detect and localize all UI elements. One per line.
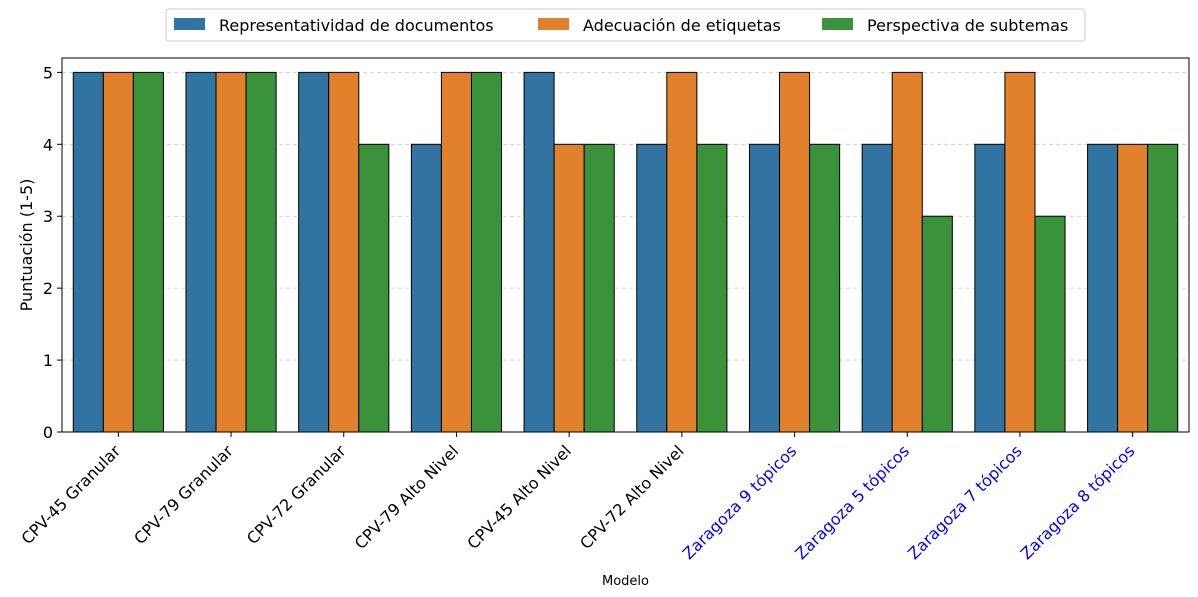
bar — [410, 143, 442, 433]
bar — [636, 143, 668, 433]
bar — [1034, 215, 1066, 433]
x-axis-label: Modelo — [602, 574, 649, 589]
x-tick-label: Zaragoza 9 tópicos — [679, 441, 801, 563]
x-tick-label: Zaragoza 5 tópicos — [791, 441, 913, 563]
x-tick-label: CPV-79 Alto Nivel — [351, 441, 463, 553]
bars — [72, 71, 1179, 433]
x-tick-label: CPV-45 Granular — [17, 441, 124, 548]
y-axis: 0 1 2 3 4 5 — [43, 63, 62, 442]
bar — [696, 143, 728, 433]
x-tick-label: CPV-72 Granular — [243, 441, 350, 548]
legend: Representatividad de documentos Adecuació… — [165, 8, 1086, 42]
bar — [328, 71, 360, 433]
y-tick-label: 4 — [43, 135, 53, 154]
y-tick-label: 0 — [43, 423, 53, 442]
bar — [215, 71, 247, 433]
x-axis: CPV-45 Granular CPV-79 Granular CPV-72 Gra… — [17, 432, 1138, 563]
bar — [921, 215, 953, 433]
bar — [185, 71, 217, 433]
bar — [132, 71, 164, 433]
bar — [553, 143, 585, 433]
y-tick-label: 1 — [43, 351, 53, 370]
bar — [974, 143, 1006, 433]
legend-label: Perspectiva de subtemas — [867, 16, 1068, 35]
y-tick-label: 2 — [43, 279, 53, 298]
bar — [666, 71, 698, 433]
bar — [1087, 143, 1119, 433]
bar — [1117, 143, 1149, 433]
bar — [298, 71, 330, 433]
bar — [861, 143, 893, 433]
x-tick-label: CPV-79 Granular — [130, 441, 237, 548]
x-tick-label: CPV-45 Alto Nivel — [463, 441, 575, 553]
legend-box — [165, 8, 1086, 42]
legend-label: Representatividad de documentos — [219, 16, 494, 35]
legend-swatch — [822, 18, 853, 30]
bar — [779, 71, 811, 433]
legend-label: Adecuación de etiquetas — [583, 16, 781, 35]
bar — [583, 143, 615, 433]
y-axis-label: Puntuación (1-5) — [17, 179, 36, 312]
bar — [1147, 143, 1179, 433]
x-tick-label: Zaragoza 7 tópicos — [904, 441, 1026, 563]
bar — [1004, 71, 1036, 433]
bar — [440, 71, 472, 433]
bar — [72, 71, 104, 433]
bar — [748, 143, 781, 433]
plot-frame — [61, 57, 1190, 433]
bar — [102, 71, 134, 433]
legend-swatch — [174, 18, 205, 30]
bar — [523, 71, 555, 433]
x-tick-label: Zaragoza 8 tópicos — [1017, 441, 1139, 563]
bar — [809, 143, 841, 433]
x-tick-label: CPV-72 Alto Nivel — [576, 441, 688, 553]
y-tick-label: 3 — [43, 207, 53, 226]
legend-swatch — [538, 18, 569, 30]
y-tick-label: 5 — [43, 63, 53, 82]
bar — [470, 71, 503, 433]
bar — [891, 71, 923, 433]
bar — [358, 143, 390, 433]
bar — [245, 71, 277, 433]
